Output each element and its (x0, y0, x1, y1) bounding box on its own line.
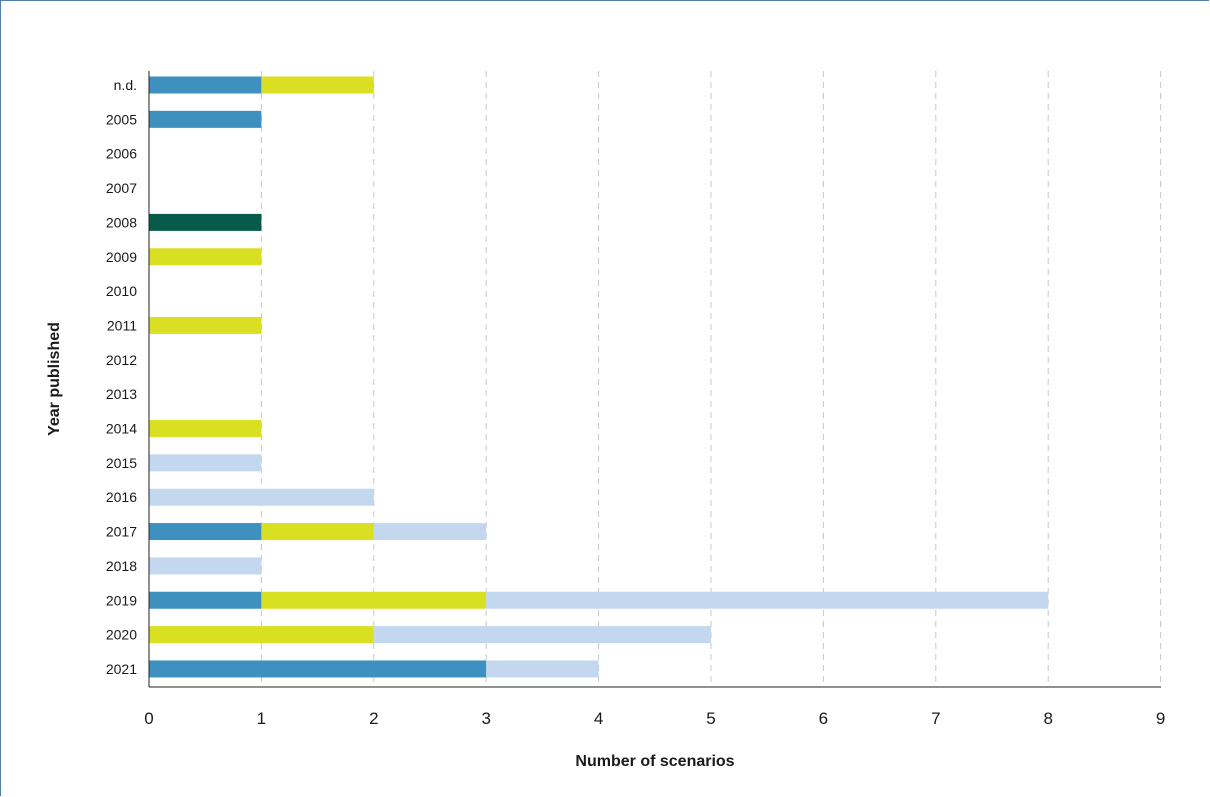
x-tick-label: 0 (144, 709, 153, 728)
x-tick-label: 4 (594, 709, 603, 728)
y-axis-title: Year published (46, 322, 63, 436)
x-tick-label: 6 (819, 709, 828, 728)
bar-segment (373, 626, 711, 644)
bar-segment (149, 523, 262, 541)
bar-segment (261, 76, 374, 94)
bar-segment (149, 660, 487, 678)
category-label: 2008 (106, 214, 137, 230)
bar-segment (149, 626, 374, 644)
bar-segment (149, 591, 262, 609)
category-label: n.d. (114, 77, 137, 93)
category-label: 2019 (106, 592, 137, 608)
category-label: 2011 (107, 317, 137, 333)
bar-segment (149, 248, 262, 266)
bar-segment (149, 213, 262, 231)
x-tick-label: 5 (706, 709, 715, 728)
category-label: 2018 (106, 558, 137, 574)
bar-segment (149, 420, 262, 437)
category-label: 2013 (106, 386, 137, 402)
category-label: 2016 (106, 489, 137, 505)
category-labels: n.d. 2005 2006 2007 2008 2009 2010 2011 2012 2013… (106, 77, 137, 677)
bar-segment (261, 591, 487, 609)
category-label: 2017 (106, 524, 137, 540)
category-label: 2006 (106, 146, 137, 162)
x-tick-label: 8 (1043, 709, 1052, 728)
category-label: 2007 (106, 180, 137, 196)
bar-segment (486, 660, 599, 678)
category-label: 2010 (106, 283, 137, 299)
bar-segment (149, 488, 374, 506)
x-tick-label: 3 (481, 709, 490, 728)
category-label: 2009 (106, 249, 137, 265)
x-axis-title: Number of scenarios (575, 753, 734, 770)
bar-segment (486, 591, 1049, 609)
bar-segment (149, 454, 262, 472)
x-tick-label: 2 (369, 709, 378, 728)
category-label: 2021 (106, 661, 137, 677)
category-label: 2014 (106, 421, 137, 437)
bar-segment (149, 557, 262, 575)
bar-segment (261, 523, 374, 541)
bars (149, 76, 1049, 678)
bar-segment (373, 523, 487, 541)
category-label: 2015 (106, 455, 137, 471)
category-label: 2005 (106, 111, 137, 127)
x-tick-label: 7 (931, 709, 940, 728)
x-tick-labels: 0 1 2 3 4 5 6 7 8 9 (144, 709, 1165, 728)
category-label: 2020 (106, 627, 137, 643)
category-label: 2012 (106, 352, 137, 368)
x-tick-label: 1 (257, 709, 266, 728)
axes (148, 71, 1161, 688)
bar-segment (149, 110, 262, 128)
bar-segment (149, 76, 262, 94)
bar-segment (149, 316, 262, 334)
x-tick-label: 9 (1156, 709, 1165, 728)
grid-lines (260, 71, 1162, 687)
